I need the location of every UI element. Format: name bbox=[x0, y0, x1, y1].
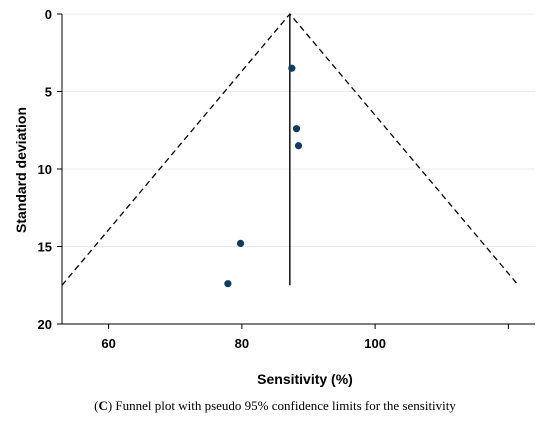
caption-letter: C bbox=[98, 398, 108, 413]
caption-text: ) Funnel plot with pseudo 95% confidence… bbox=[107, 398, 456, 413]
data-point-2 bbox=[292, 125, 301, 133]
y-tick-label-15: 15 bbox=[38, 240, 52, 255]
x-axis-title: Sensitivity (%) bbox=[257, 371, 353, 387]
data-point-4 bbox=[236, 239, 245, 247]
gridlines bbox=[62, 13, 535, 247]
y-tick-label-20: 20 bbox=[38, 317, 52, 332]
ticks: 0 5 10 15 20 60 80 100 bbox=[38, 7, 509, 351]
figure-caption: (C) Funnel plot with pseudo 95% confiden… bbox=[0, 398, 550, 414]
funnel-plot: 0 5 10 15 20 60 80 100 Sensitivity (%) Standard… bbox=[0, 0, 550, 395]
y-tick-label-0: 0 bbox=[45, 7, 52, 22]
y-axis-title: Standard deviation bbox=[13, 107, 29, 233]
y-tick-label-10: 10 bbox=[38, 162, 52, 177]
x-tick-label-100: 100 bbox=[364, 336, 386, 351]
y-tick-label-5: 5 bbox=[45, 85, 52, 100]
caption-prefix: ( bbox=[94, 398, 99, 413]
data-point-3 bbox=[294, 142, 303, 150]
x-tick-label-60: 60 bbox=[101, 336, 115, 351]
data-points bbox=[224, 64, 303, 288]
x-tick-label-80: 80 bbox=[235, 336, 249, 351]
data-point-5 bbox=[224, 280, 232, 288]
data-point-1 bbox=[288, 64, 296, 72]
confidence-funnel bbox=[61, 12, 519, 286]
plot-background bbox=[0, 0, 550, 395]
